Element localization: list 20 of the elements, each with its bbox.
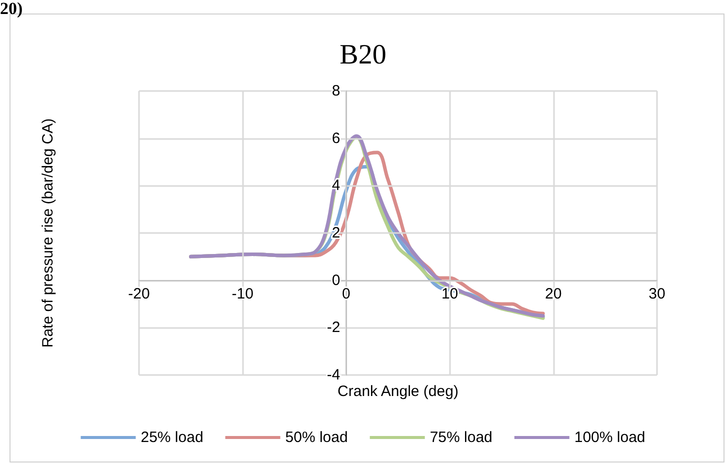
- y-tick-label: 4: [332, 177, 340, 194]
- y-tick-label: 8: [332, 82, 340, 100]
- x-tick-label: -10: [232, 285, 254, 302]
- legend-label: 100% load: [574, 429, 646, 446]
- text: 20): [0, 0, 23, 18]
- x-tick-label: 30: [648, 285, 666, 302]
- legend-label: 75% load: [430, 429, 492, 446]
- x-tick-label: 10: [441, 285, 458, 302]
- y-tick-label: 0: [332, 272, 340, 289]
- y-tick-label: 6: [332, 130, 340, 147]
- x-tick-label: -20: [128, 285, 150, 302]
- y-tick-label: -4: [326, 366, 340, 384]
- legend-label: 25% load: [140, 429, 204, 446]
- x-tick-label: 20: [545, 285, 562, 302]
- y-axis-title: Rate of pressure rise (bar/deg CA): [40, 118, 56, 348]
- x-axis-title: Crank Angle (deg): [338, 383, 458, 400]
- y-tick-label: 2: [332, 224, 340, 242]
- chart-title: B20: [340, 40, 386, 70]
- y-tick-label: -2: [326, 319, 340, 336]
- legend-label: 50% load: [285, 429, 348, 446]
